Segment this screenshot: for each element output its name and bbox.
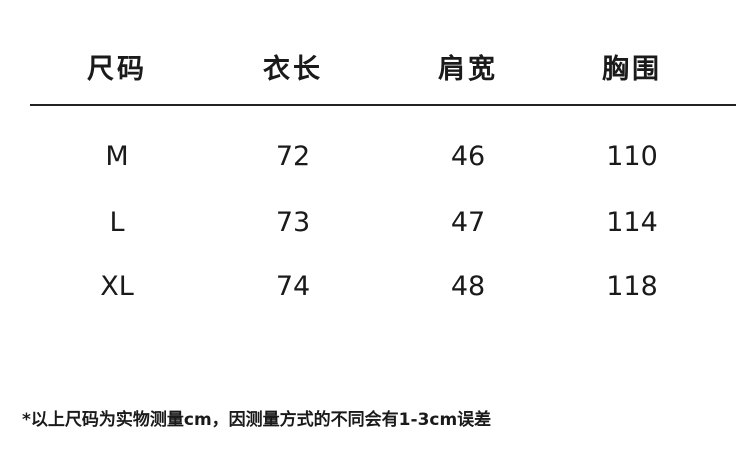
table-cell: 118 <box>606 271 658 302</box>
header-shoulder: 肩宽 <box>438 54 498 85</box>
header-size: 尺码 <box>87 54 147 85</box>
table-cell: M <box>105 141 129 172</box>
header-chest: 胸围 <box>602 54 662 85</box>
table-cell: 47 <box>450 207 486 238</box>
header-length: 衣长 <box>263 54 323 85</box>
table-cell: L <box>109 207 125 238</box>
table-cell: 110 <box>606 141 658 172</box>
table-cell: 74 <box>275 271 311 302</box>
table-cell: 73 <box>275 207 311 238</box>
table-cell: 46 <box>450 141 486 172</box>
footnote: *以上尺码为实物测量cm，因测量方式的不同会有1-3cm误差 <box>22 410 492 430</box>
table-cell: 48 <box>450 271 486 302</box>
table-cell: XL <box>100 271 134 302</box>
table-cell: 114 <box>606 207 658 238</box>
header-divider <box>30 104 736 106</box>
table-cell: 72 <box>275 141 311 172</box>
